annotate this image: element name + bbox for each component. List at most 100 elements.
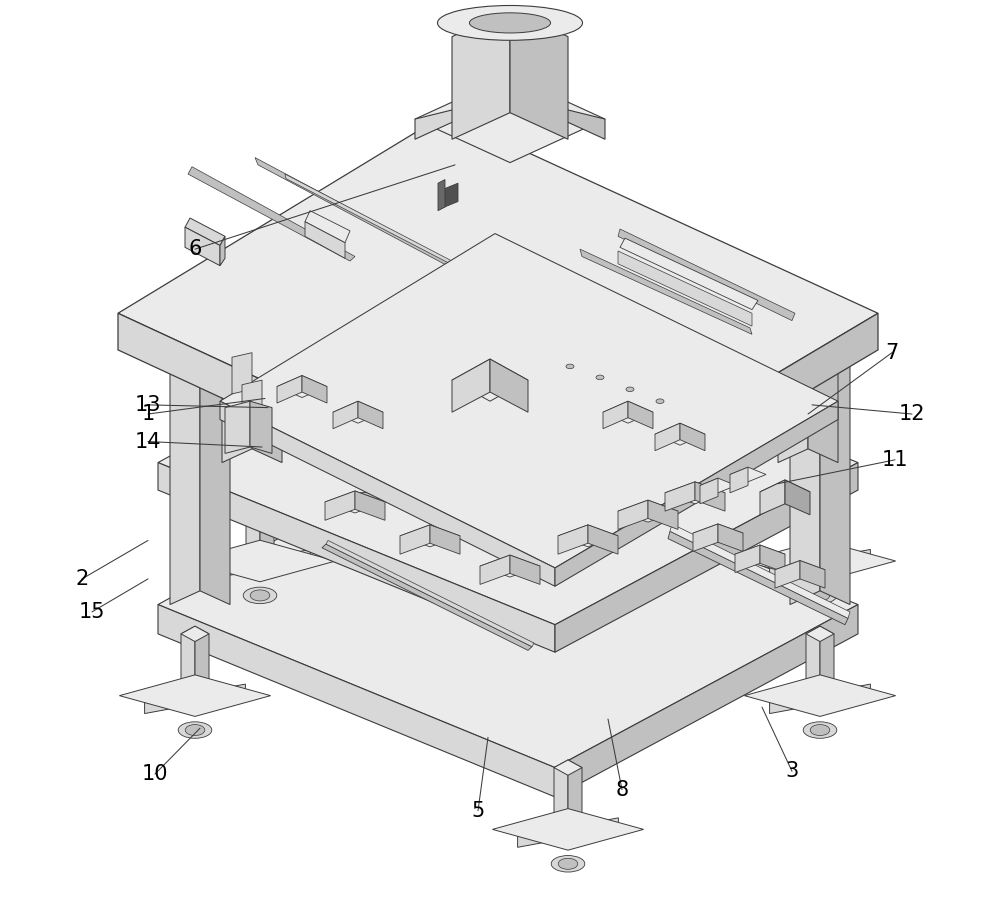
Polygon shape	[305, 211, 350, 243]
Polygon shape	[554, 760, 582, 775]
Polygon shape	[730, 467, 766, 482]
Text: 13: 13	[135, 395, 161, 415]
Polygon shape	[820, 627, 834, 703]
Polygon shape	[246, 492, 274, 507]
Polygon shape	[820, 330, 850, 605]
Polygon shape	[492, 809, 644, 850]
Polygon shape	[170, 330, 230, 357]
Polygon shape	[655, 423, 705, 445]
Ellipse shape	[810, 590, 830, 601]
Polygon shape	[770, 550, 870, 579]
Polygon shape	[618, 229, 795, 321]
Polygon shape	[806, 492, 820, 568]
Polygon shape	[693, 524, 718, 551]
Polygon shape	[188, 167, 355, 261]
Ellipse shape	[558, 858, 578, 869]
Polygon shape	[145, 684, 245, 714]
Polygon shape	[744, 675, 896, 716]
Polygon shape	[242, 380, 262, 421]
Polygon shape	[655, 423, 680, 451]
Ellipse shape	[243, 587, 277, 604]
Polygon shape	[252, 287, 282, 463]
Ellipse shape	[469, 13, 551, 33]
Polygon shape	[760, 545, 785, 572]
Polygon shape	[760, 480, 810, 504]
Text: 3: 3	[785, 761, 799, 781]
Polygon shape	[170, 330, 200, 605]
Ellipse shape	[438, 5, 582, 40]
Polygon shape	[554, 760, 568, 836]
Polygon shape	[603, 401, 653, 423]
Polygon shape	[118, 114, 878, 511]
Ellipse shape	[551, 856, 585, 872]
Polygon shape	[480, 555, 540, 577]
Ellipse shape	[803, 722, 837, 738]
Polygon shape	[452, 10, 510, 139]
Polygon shape	[806, 627, 820, 703]
Ellipse shape	[178, 722, 212, 738]
Polygon shape	[545, 313, 878, 548]
Polygon shape	[200, 330, 230, 605]
Ellipse shape	[250, 590, 270, 601]
Polygon shape	[184, 540, 336, 582]
Polygon shape	[693, 524, 743, 542]
Polygon shape	[277, 376, 327, 398]
Polygon shape	[452, 359, 528, 401]
Polygon shape	[333, 401, 358, 429]
Polygon shape	[628, 401, 653, 429]
Polygon shape	[555, 605, 858, 797]
Text: 2: 2	[75, 569, 89, 589]
Polygon shape	[181, 627, 195, 703]
Polygon shape	[620, 238, 758, 310]
Polygon shape	[195, 627, 209, 703]
Polygon shape	[760, 480, 785, 515]
Polygon shape	[670, 524, 850, 618]
Text: 6: 6	[188, 239, 202, 259]
Polygon shape	[285, 174, 542, 311]
Polygon shape	[415, 96, 510, 139]
Polygon shape	[220, 234, 838, 568]
Polygon shape	[260, 492, 274, 568]
Polygon shape	[648, 500, 678, 529]
Ellipse shape	[185, 725, 205, 736]
Polygon shape	[680, 423, 705, 451]
Polygon shape	[735, 545, 760, 572]
Polygon shape	[430, 525, 460, 554]
Polygon shape	[555, 401, 838, 586]
Polygon shape	[778, 287, 808, 463]
Text: 7: 7	[885, 343, 899, 363]
Polygon shape	[302, 376, 327, 403]
Text: 12: 12	[899, 404, 925, 424]
Polygon shape	[790, 330, 850, 357]
Ellipse shape	[656, 399, 664, 403]
Polygon shape	[400, 525, 430, 554]
Polygon shape	[775, 561, 800, 588]
Polygon shape	[210, 550, 310, 579]
Text: 14: 14	[135, 431, 161, 452]
Ellipse shape	[803, 587, 837, 604]
Ellipse shape	[566, 365, 574, 368]
Polygon shape	[806, 492, 834, 507]
Polygon shape	[350, 487, 720, 499]
Polygon shape	[730, 467, 748, 493]
Polygon shape	[326, 540, 534, 647]
Polygon shape	[558, 525, 588, 554]
Polygon shape	[668, 531, 848, 625]
Polygon shape	[588, 525, 618, 554]
Polygon shape	[440, 183, 458, 209]
Text: 10: 10	[142, 764, 168, 784]
Polygon shape	[480, 555, 510, 584]
Polygon shape	[618, 500, 678, 522]
Polygon shape	[415, 76, 605, 163]
Polygon shape	[250, 401, 272, 453]
Polygon shape	[695, 482, 725, 511]
Polygon shape	[808, 287, 838, 463]
Polygon shape	[790, 330, 820, 605]
Polygon shape	[618, 500, 648, 529]
Polygon shape	[775, 561, 825, 579]
Polygon shape	[158, 463, 555, 652]
Polygon shape	[665, 482, 695, 511]
Polygon shape	[452, 359, 490, 412]
Polygon shape	[225, 401, 250, 453]
Polygon shape	[438, 180, 445, 211]
